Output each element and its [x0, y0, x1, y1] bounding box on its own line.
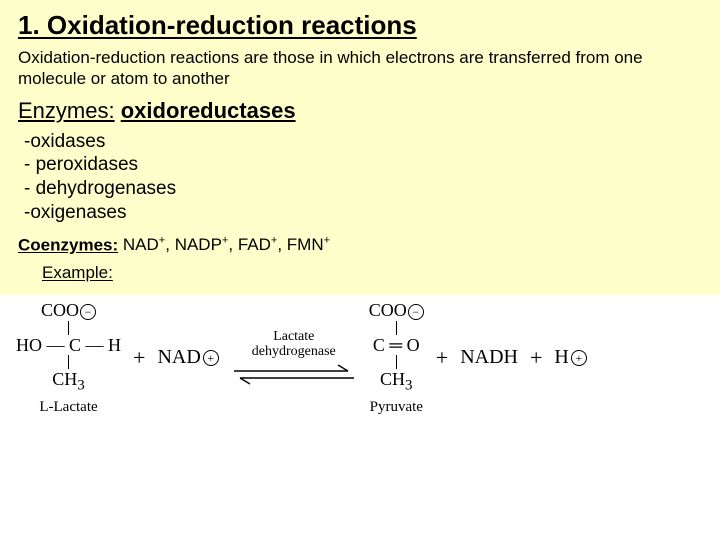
slide: 1. Oxidation-reduction reactions Oxidati… [0, 0, 720, 540]
coenzyme-item: FAD+, [238, 235, 287, 254]
bond-icon [68, 355, 69, 369]
charge-plus-icon: + [571, 350, 587, 366]
reaction-diagram: COO− HO ― C ― H CH3 L-Lactate + NAD+ Lac… [0, 295, 720, 420]
molecule-label: Pyruvate [370, 400, 423, 415]
plus-icon: + [528, 345, 544, 371]
enzyme-list: -oxidases - peroxidases - dehydrogenases… [24, 130, 702, 225]
definition-text: Oxidation-reduction reactions are those … [18, 47, 702, 90]
plus-icon: + [434, 345, 450, 371]
enzymes-main: oxidoreductases [121, 98, 296, 123]
text-region: 1. Oxidation-reduction reactions Oxidati… [0, 0, 720, 295]
coenzymes-line: Coenzymes: NAD+, NADP+, FAD+, FMN+ [18, 235, 702, 256]
bond-icon [396, 355, 397, 369]
bond-icon [68, 321, 69, 335]
molecule-label: L-Lactate [39, 400, 97, 415]
example-label: Example: [42, 263, 702, 283]
molecule-nadh: NADH [460, 346, 518, 369]
coenzyme-item: NAD+, [123, 235, 175, 254]
list-item: - peroxidases [24, 153, 702, 177]
list-item: - dehydrogenases [24, 177, 702, 201]
enzymes-prefix: Enzymes: [18, 98, 115, 123]
charge-minus-icon: − [408, 304, 424, 320]
coenzymes-label: Coenzymes: [18, 235, 118, 254]
list-item: -oxidases [24, 130, 702, 154]
reaction-arrow: Lactate dehydrogenase [229, 330, 359, 385]
molecule-nad-plus: NAD+ [157, 346, 218, 369]
enzyme-over-arrow: Lactate dehydrogenase [252, 330, 336, 359]
plus-icon: + [131, 345, 147, 371]
coenzyme-item: FMN+ [287, 235, 330, 254]
molecule-pyruvate: COO− C ═ O CH3 Pyruvate [369, 301, 424, 414]
enzymes-heading: Enzymes: oxidoreductases [18, 98, 702, 124]
list-item: -oxigenases [24, 201, 702, 225]
coenzyme-item: NADP+, [175, 235, 238, 254]
equilibrium-arrow-icon [230, 362, 358, 386]
charge-plus-icon: + [203, 350, 219, 366]
bond-icon [396, 321, 397, 335]
molecule-h-plus: H+ [554, 346, 586, 369]
molecule-lactate: COO− HO ― C ― H CH3 L-Lactate [16, 301, 121, 414]
charge-minus-icon: − [80, 304, 96, 320]
slide-title: 1. Oxidation-reduction reactions [18, 10, 702, 41]
